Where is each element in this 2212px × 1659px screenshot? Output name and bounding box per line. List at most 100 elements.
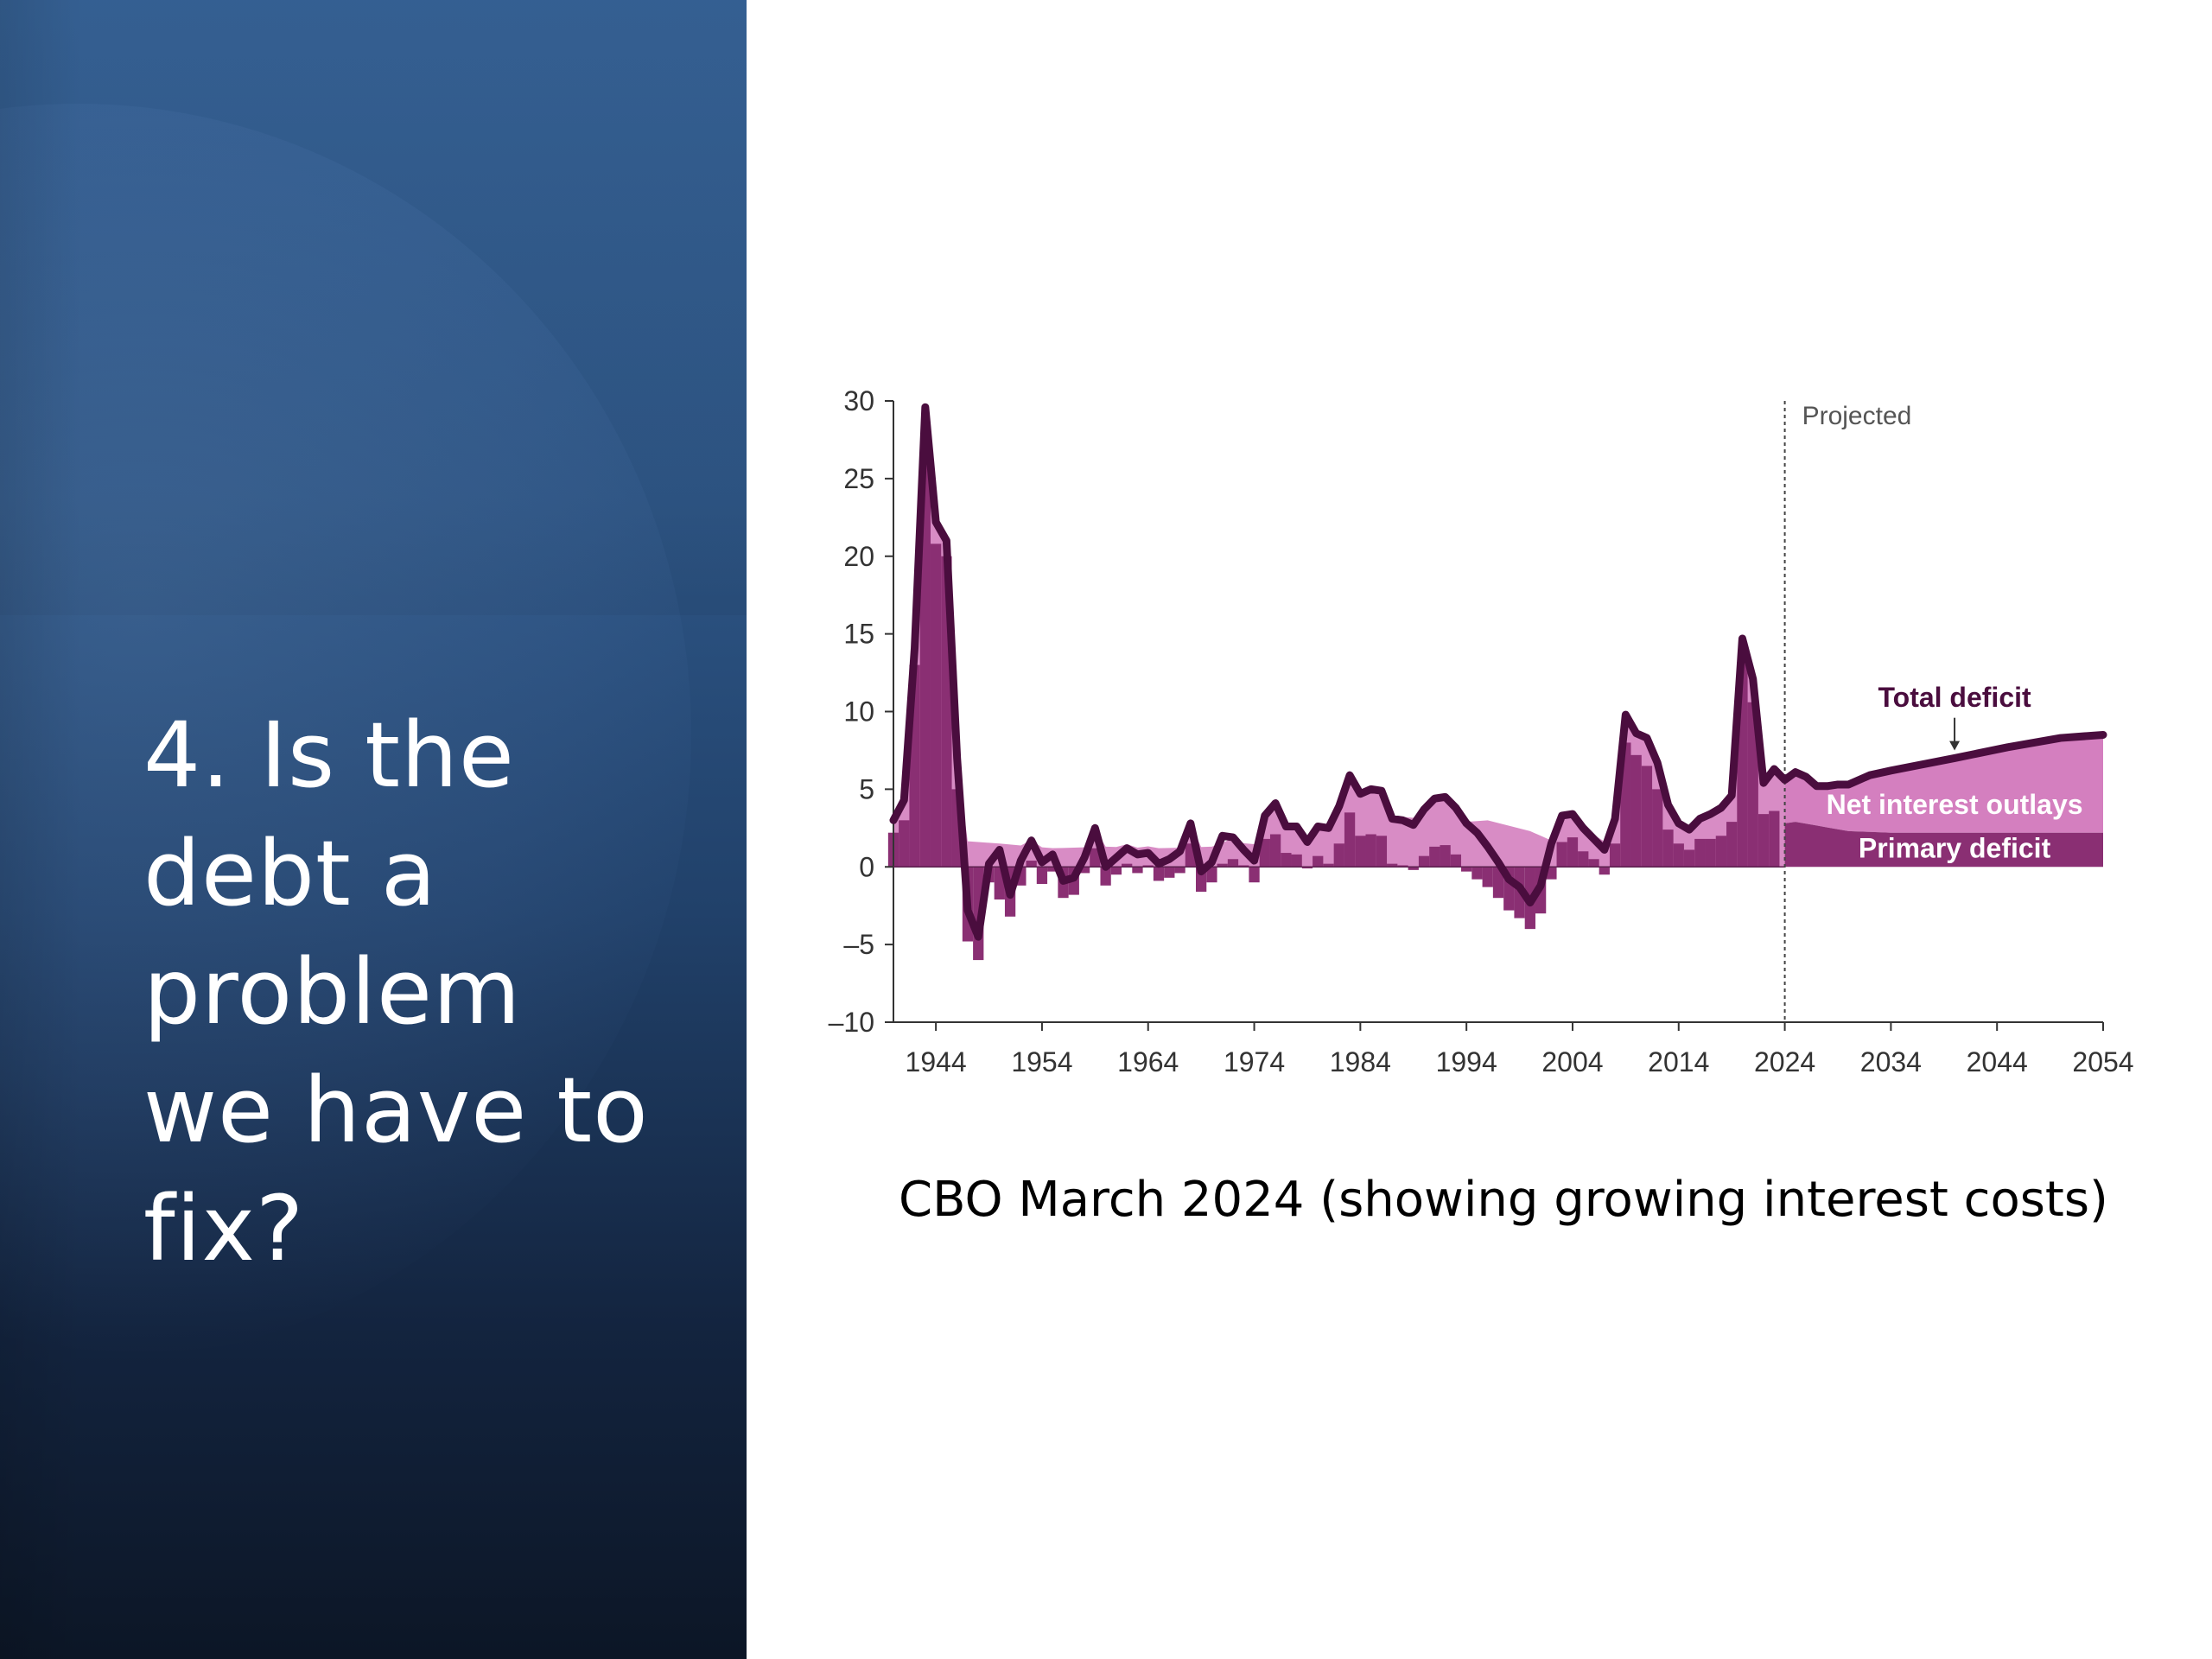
- primary-deficit-bar: [1747, 702, 1758, 868]
- primary-deficit-bar: [1471, 867, 1483, 880]
- slide-title-line: 4. Is the: [143, 702, 515, 808]
- y-tick-label: 25: [843, 463, 874, 494]
- primary-deficit-bar: [1365, 834, 1376, 868]
- primary-deficit-bar: [1578, 851, 1589, 868]
- primary-deficit-bar: [1429, 846, 1440, 868]
- primary-deficit-bar: [1641, 766, 1653, 868]
- primary-deficit-bar: [1078, 867, 1090, 874]
- chart-bars: [887, 462, 1780, 961]
- primary-deficit-bar: [1492, 867, 1504, 899]
- y-tick-label: –5: [843, 929, 874, 960]
- primary-deficit-bar: [1673, 843, 1684, 868]
- primary-deficit-bar: [1726, 822, 1738, 868]
- y-tick-label: –10: [829, 1007, 874, 1038]
- x-tick-label: 1964: [1117, 1046, 1179, 1077]
- primary-deficit-bar: [1769, 810, 1780, 868]
- primary-deficit-bar: [1355, 836, 1366, 868]
- primary-deficit-bar: [1132, 867, 1143, 874]
- slide-title-line: fix?: [143, 1176, 305, 1281]
- primary-deficit-bar: [1036, 867, 1048, 885]
- primary-deficit-bar: [1249, 867, 1260, 883]
- primary-deficit-bar: [1546, 867, 1557, 880]
- slide-title-line: debt a: [143, 821, 437, 926]
- primary-deficit-bar: [1397, 865, 1408, 868]
- primary-deficit-bar: [1291, 854, 1302, 868]
- primary-deficit-bar: [930, 543, 942, 868]
- x-tick-label: 2014: [1648, 1046, 1709, 1077]
- primary-deficit-bar: [899, 820, 910, 868]
- primary-deficit-bar: [1683, 849, 1695, 868]
- primary-deficit-bar: [1142, 865, 1154, 868]
- panel-band: [0, 0, 747, 615]
- x-tick-label: 1994: [1436, 1046, 1497, 1077]
- primary-deficit-bar: [1122, 863, 1133, 868]
- primary-deficit-bar: [1217, 863, 1228, 868]
- primary-deficit-bar: [1281, 853, 1292, 868]
- primary-deficit-bar: [1047, 867, 1058, 872]
- primary-deficit-bar: [1313, 855, 1324, 868]
- x-tick-label: 2044: [1967, 1046, 2028, 1077]
- primary-deficit-bar: [1090, 848, 1101, 868]
- primary-deficit-bar: [1662, 830, 1674, 868]
- x-axis-ticks: 1944 1954 1964 1974 1984 1994 2004 2014 2024 2034…: [906, 1022, 2134, 1077]
- x-tick-label: 2024: [1754, 1046, 1815, 1077]
- primary-deficit-bar: [1440, 845, 1451, 868]
- primary-deficit-bar: [1599, 867, 1610, 875]
- x-tick-label: 1984: [1330, 1046, 1391, 1077]
- primary-deficit-bar: [1206, 867, 1217, 883]
- primary-deficit-bar: [919, 462, 931, 868]
- primary-deficit-bar: [1408, 867, 1419, 870]
- total-deficit-arrowhead: [1949, 741, 1961, 751]
- y-axis-ticks: 30 25 20 15 10 5 0 –5 –10: [829, 385, 893, 1038]
- primary-deficit-bar: [1567, 837, 1579, 868]
- primary-deficit-bar: [1301, 867, 1313, 869]
- x-tick-label: 2034: [1860, 1046, 1922, 1077]
- primary-deficit-bar: [1100, 867, 1111, 886]
- y-tick-label: 30: [843, 385, 874, 416]
- total-deficit-line: [889, 403, 2107, 941]
- primary-deficit-bar: [1556, 842, 1567, 868]
- y-tick-label: 10: [843, 696, 874, 728]
- primary-deficit-bar: [1705, 838, 1716, 868]
- primary-deficit-bar: [1164, 867, 1175, 878]
- slide-title-line: we have to: [143, 1058, 649, 1163]
- net-interest-area-projected: [1784, 734, 2103, 833]
- primary-deficit-bar: [1482, 867, 1493, 887]
- total-deficit-label: Total deficit: [1878, 682, 2031, 713]
- primary-deficit-bar: [1609, 843, 1621, 868]
- primary-deficit-bar: [1715, 836, 1727, 868]
- primary-deficit-bar: [1344, 812, 1356, 868]
- primary-deficit-bar: [1630, 754, 1642, 868]
- primary-deficit-bar: [1387, 863, 1398, 868]
- x-tick-label: 2004: [1541, 1046, 1603, 1077]
- slide-title-line: problem: [143, 939, 522, 1045]
- primary-deficit-bar: [1110, 867, 1122, 875]
- primary-deficit-bar: [1418, 855, 1430, 868]
- net-interest-label: Net interest outlays: [1827, 789, 2083, 820]
- panel-stripe-decoration: [0, 0, 83, 1659]
- x-tick-label: 2054: [2072, 1046, 2133, 1077]
- primary-deficit-bar: [1269, 834, 1281, 868]
- primary-deficit-bar: [1376, 836, 1388, 868]
- primary-deficit-bar: [1333, 843, 1344, 868]
- primary-deficit-bar: [1450, 854, 1462, 868]
- primary-deficit-label: Primary deficit: [1859, 832, 2051, 863]
- primary-deficit-area-projected: [1784, 822, 2103, 868]
- primary-deficit-bar: [1694, 838, 1706, 868]
- primary-deficit-bar: [1461, 867, 1472, 872]
- chart-caption: CBO March 2024 (showing growing interest…: [899, 1172, 2108, 1228]
- primary-deficit-bar: [1227, 859, 1239, 868]
- x-tick-label: 1954: [1011, 1046, 1072, 1077]
- primary-deficit-bar: [1238, 865, 1249, 868]
- primary-deficit-bar: [1758, 814, 1770, 868]
- slide-title: 4. Is the debt a problem we have to fix?: [143, 696, 714, 1288]
- primary-deficit-bar: [1652, 789, 1663, 868]
- primary-deficit-bar: [1153, 867, 1165, 881]
- x-tick-label: 1944: [906, 1046, 967, 1077]
- primary-deficit-bar: [1323, 863, 1334, 868]
- y-tick-label: 5: [859, 773, 874, 804]
- primary-deficit-bar: [1174, 867, 1185, 874]
- y-tick-label: 0: [859, 851, 874, 882]
- title-panel: 4. Is the debt a problem we have to fix?: [0, 0, 747, 1659]
